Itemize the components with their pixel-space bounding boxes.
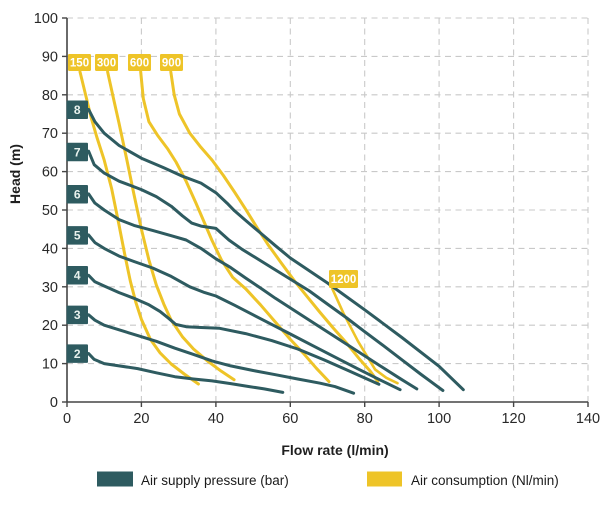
svg-text:30: 30: [42, 280, 58, 296]
svg-text:150: 150: [70, 58, 89, 70]
svg-text:140: 140: [576, 411, 600, 427]
svg-text:5: 5: [74, 229, 81, 243]
svg-text:0: 0: [63, 411, 71, 427]
svg-text:120: 120: [501, 411, 525, 427]
svg-text:100: 100: [427, 411, 451, 427]
svg-text:60: 60: [282, 411, 298, 427]
svg-text:70: 70: [42, 126, 58, 142]
svg-text:300: 300: [97, 58, 116, 70]
svg-text:8: 8: [74, 103, 81, 117]
svg-text:2: 2: [74, 347, 81, 361]
svg-text:50: 50: [42, 203, 58, 219]
svg-text:0: 0: [50, 395, 58, 411]
svg-text:20: 20: [42, 318, 58, 334]
svg-text:6: 6: [74, 188, 81, 202]
svg-text:900: 900: [162, 58, 181, 70]
svg-text:1200: 1200: [331, 274, 357, 286]
svg-text:80: 80: [357, 411, 373, 427]
svg-text:3: 3: [74, 308, 81, 322]
svg-text:60: 60: [42, 165, 58, 181]
svg-text:40: 40: [42, 241, 58, 257]
svg-text:4: 4: [74, 269, 81, 283]
svg-text:600: 600: [130, 58, 149, 70]
svg-text:80: 80: [42, 88, 58, 104]
svg-text:10: 10: [42, 357, 58, 373]
svg-text:Head (m): Head (m): [7, 144, 23, 204]
svg-text:90: 90: [42, 49, 58, 65]
svg-text:20: 20: [133, 411, 149, 427]
svg-text:Flow rate (l/min): Flow rate (l/min): [281, 442, 388, 458]
svg-text:40: 40: [208, 411, 224, 427]
svg-text:100: 100: [34, 11, 58, 27]
svg-text:7: 7: [74, 145, 81, 159]
svg-text:Air supply pressure (bar): Air supply pressure (bar): [141, 473, 289, 488]
svg-text:Air consumption (Nl/min): Air consumption (Nl/min): [411, 473, 559, 488]
